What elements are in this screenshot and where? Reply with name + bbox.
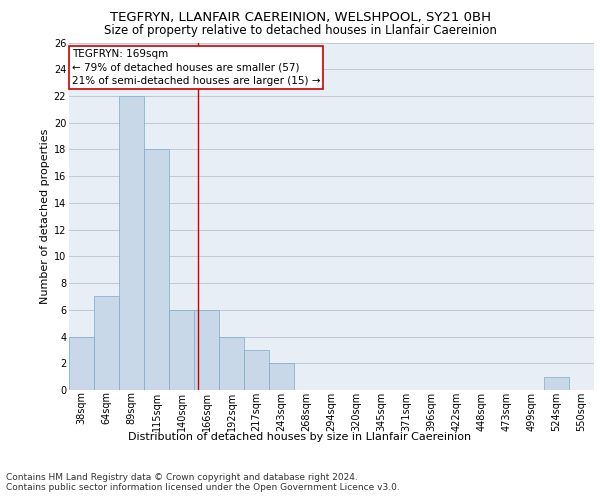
Bar <box>94 296 119 390</box>
Bar <box>269 364 294 390</box>
Bar <box>119 96 144 390</box>
Bar <box>219 336 244 390</box>
Bar <box>169 310 194 390</box>
Text: Contains HM Land Registry data © Crown copyright and database right 2024.
Contai: Contains HM Land Registry data © Crown c… <box>6 472 400 492</box>
Bar <box>544 376 569 390</box>
Text: Size of property relative to detached houses in Llanfair Caereinion: Size of property relative to detached ho… <box>104 24 496 37</box>
Y-axis label: Number of detached properties: Number of detached properties <box>40 128 50 304</box>
Bar <box>69 336 94 390</box>
Bar <box>144 150 169 390</box>
Bar <box>244 350 269 390</box>
Text: TEGFRYN, LLANFAIR CAEREINION, WELSHPOOL, SY21 0BH: TEGFRYN, LLANFAIR CAEREINION, WELSHPOOL,… <box>110 12 491 24</box>
Text: TEGFRYN: 169sqm
← 79% of detached houses are smaller (57)
21% of semi-detached h: TEGFRYN: 169sqm ← 79% of detached houses… <box>71 50 320 86</box>
Bar <box>194 310 219 390</box>
Text: Distribution of detached houses by size in Llanfair Caereinion: Distribution of detached houses by size … <box>128 432 472 442</box>
